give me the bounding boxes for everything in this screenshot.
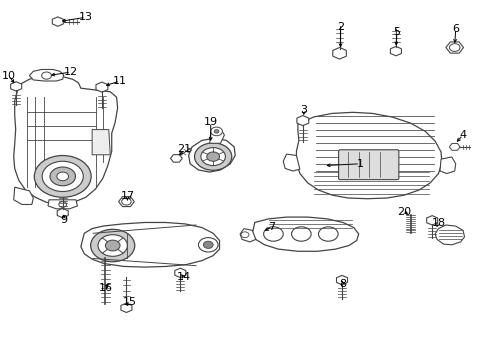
- Polygon shape: [283, 154, 300, 171]
- Text: 5: 5: [393, 27, 400, 37]
- Circle shape: [42, 161, 83, 192]
- Circle shape: [203, 241, 213, 248]
- Circle shape: [57, 172, 69, 181]
- Circle shape: [201, 148, 225, 166]
- Text: 19: 19: [204, 117, 218, 127]
- Text: 18: 18: [432, 218, 445, 228]
- Circle shape: [198, 238, 218, 252]
- Circle shape: [241, 232, 249, 238]
- Circle shape: [318, 227, 338, 241]
- Polygon shape: [337, 275, 347, 285]
- Polygon shape: [14, 187, 33, 204]
- Circle shape: [98, 235, 127, 256]
- Text: 12: 12: [64, 67, 78, 77]
- Text: 21: 21: [177, 144, 191, 154]
- Circle shape: [105, 240, 120, 251]
- Circle shape: [42, 72, 51, 79]
- Circle shape: [207, 152, 220, 161]
- Circle shape: [264, 227, 283, 241]
- Polygon shape: [435, 225, 465, 245]
- Polygon shape: [52, 17, 63, 26]
- Text: 6: 6: [452, 24, 459, 34]
- FancyBboxPatch shape: [339, 150, 399, 180]
- Text: 17: 17: [121, 191, 134, 201]
- Circle shape: [50, 167, 75, 186]
- Text: 2: 2: [337, 22, 344, 32]
- Polygon shape: [92, 130, 110, 155]
- Circle shape: [34, 156, 91, 197]
- Circle shape: [91, 229, 135, 262]
- Polygon shape: [11, 82, 22, 91]
- Circle shape: [122, 198, 131, 205]
- Circle shape: [214, 130, 219, 133]
- Polygon shape: [14, 76, 118, 204]
- Polygon shape: [333, 48, 346, 59]
- Polygon shape: [210, 130, 224, 143]
- Polygon shape: [119, 197, 134, 207]
- Text: 1: 1: [357, 159, 364, 169]
- Text: 7: 7: [269, 222, 275, 232]
- Text: 3: 3: [300, 105, 307, 115]
- Text: 20: 20: [397, 207, 411, 217]
- Polygon shape: [48, 200, 77, 209]
- Text: 16: 16: [98, 283, 112, 293]
- Text: 13: 13: [79, 12, 93, 22]
- Text: 11: 11: [113, 76, 127, 86]
- Polygon shape: [121, 303, 132, 312]
- Polygon shape: [175, 268, 186, 278]
- Text: 4: 4: [460, 130, 466, 140]
- Text: 9: 9: [60, 215, 67, 225]
- Polygon shape: [81, 222, 220, 267]
- Circle shape: [449, 44, 460, 51]
- Text: 8: 8: [340, 279, 346, 289]
- Polygon shape: [391, 46, 401, 56]
- Polygon shape: [29, 69, 64, 81]
- Polygon shape: [240, 229, 256, 242]
- Circle shape: [59, 202, 67, 207]
- Polygon shape: [446, 42, 464, 53]
- Polygon shape: [57, 208, 68, 218]
- Polygon shape: [189, 138, 235, 172]
- Polygon shape: [296, 112, 442, 199]
- Text: 14: 14: [177, 272, 191, 282]
- Polygon shape: [252, 217, 359, 251]
- Polygon shape: [297, 116, 309, 126]
- Text: 10: 10: [2, 71, 16, 81]
- Polygon shape: [171, 155, 182, 162]
- Circle shape: [211, 127, 222, 136]
- Polygon shape: [440, 157, 456, 174]
- Polygon shape: [96, 82, 108, 92]
- Polygon shape: [449, 143, 460, 150]
- Circle shape: [292, 227, 311, 241]
- Text: 15: 15: [123, 297, 137, 307]
- Circle shape: [195, 143, 232, 170]
- Polygon shape: [427, 216, 438, 225]
